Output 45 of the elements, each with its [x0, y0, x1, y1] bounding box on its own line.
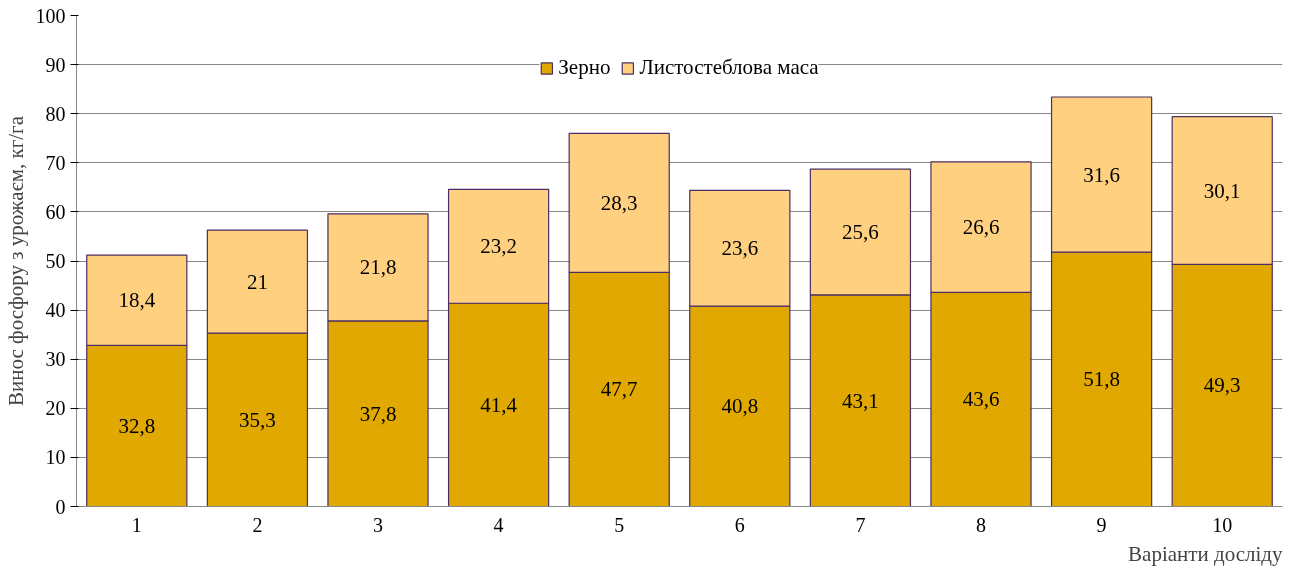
data-label: 47,7 [600, 377, 638, 402]
data-label: 32,8 [118, 413, 156, 438]
x-tick-label: 7 [855, 513, 866, 536]
data-label: 31,6 [1083, 162, 1120, 187]
x-tick-label: 2 [252, 513, 263, 536]
data-label: 37,8 [359, 401, 397, 426]
y-tick-label: 60 [45, 200, 66, 223]
data-label: 43,1 [842, 388, 879, 413]
data-label: 30,1 [1203, 178, 1241, 203]
x-axis-title: Варіанти досліду [1128, 541, 1283, 566]
legend-label: Листостеблова маса [639, 55, 819, 80]
x-tick-label: 6 [734, 513, 745, 536]
data-label: 26,6 [962, 215, 1000, 240]
y-axis-title: Винос фосфору з урожаєм, кг/га [3, 115, 28, 407]
data-label: 51,8 [1083, 367, 1120, 392]
data-label: 25,6 [842, 220, 879, 245]
y-tick-label: 30 [45, 348, 66, 371]
y-tick-label: 0 [55, 495, 66, 518]
legend-label: Зерно [558, 55, 611, 80]
data-label: 49,3 [1203, 373, 1241, 398]
x-tick-label: 5 [614, 513, 625, 536]
y-tick-label: 10 [45, 446, 66, 469]
data-label: 41,4 [480, 392, 518, 417]
data-label: 23,6 [721, 236, 759, 261]
x-tick-label: 4 [493, 513, 504, 536]
y-tick-label: 70 [45, 151, 66, 174]
data-label: 18,4 [118, 288, 156, 313]
data-label: 35,3 [239, 407, 276, 432]
y-tick-label: 80 [45, 102, 66, 125]
data-label: 28,3 [600, 190, 638, 215]
data-label: 40,8 [721, 394, 759, 419]
data-label: 21 [246, 269, 268, 294]
y-tick-label: 50 [45, 250, 66, 272]
x-tick-label: 3 [373, 513, 383, 536]
y-tick-label: 90 [45, 53, 66, 76]
data-label: 43,6 [962, 387, 1000, 412]
data-label: 21,8 [359, 255, 397, 280]
x-tick-label: 8 [976, 513, 986, 536]
y-tick-label: 20 [45, 397, 66, 420]
x-tick-label: 10 [1212, 513, 1233, 536]
x-tick-label: 9 [1096, 513, 1107, 536]
data-label: 23,2 [480, 234, 517, 259]
x-tick-label: 1 [131, 513, 142, 536]
y-tick-label: 40 [45, 299, 66, 322]
y-tick-label: 100 [35, 4, 66, 27]
